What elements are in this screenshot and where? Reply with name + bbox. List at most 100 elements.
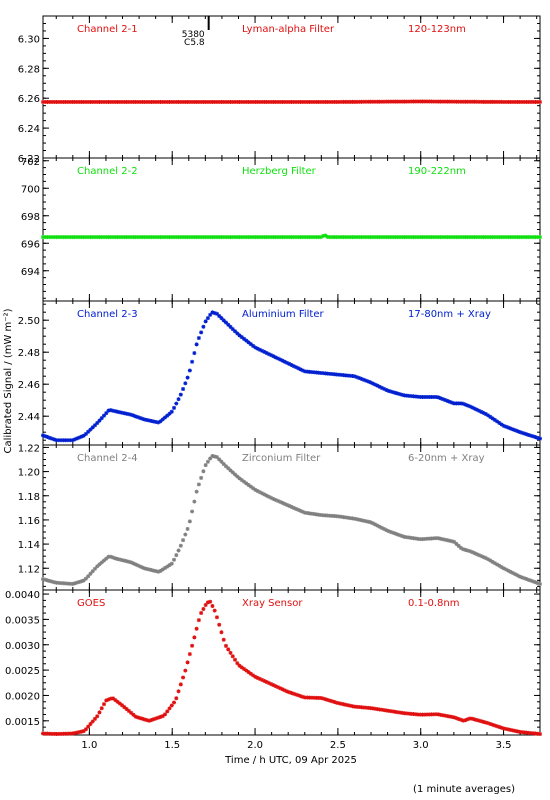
data-point: [463, 99, 468, 104]
data-point: [271, 354, 276, 359]
data-point: [397, 235, 402, 240]
data-point: [318, 235, 323, 240]
data-point: [228, 324, 233, 329]
data-point: [282, 359, 287, 364]
data-point: [443, 99, 448, 104]
data-point: [230, 654, 235, 659]
data-point: [479, 554, 484, 559]
data-point: [108, 696, 113, 701]
data-point: [248, 99, 253, 104]
filter-label: Lyman-alpha Filter: [242, 24, 335, 35]
x-tick-label: 1.5: [164, 740, 180, 751]
data-point: [255, 346, 260, 351]
y-tick-label: 702: [21, 157, 40, 168]
data-point: [402, 711, 407, 716]
data-point: [264, 493, 269, 498]
data-point: [113, 99, 118, 104]
data-point: [336, 514, 341, 519]
data-point: [517, 99, 522, 104]
data-point: [183, 235, 188, 240]
data-point: [336, 372, 341, 377]
data-point: [68, 731, 73, 736]
data-point: [472, 235, 477, 240]
data-point: [101, 99, 106, 104]
data-point: [411, 235, 416, 240]
data-point: [526, 99, 531, 104]
data-point: [72, 99, 77, 104]
data-point: [379, 525, 384, 530]
data-point: [122, 558, 127, 563]
data-point: [510, 427, 515, 432]
data-point: [172, 700, 177, 705]
data-point: [470, 405, 475, 410]
data-point: [474, 99, 479, 104]
data-point: [284, 502, 289, 507]
series: [41, 453, 542, 586]
data-point: [334, 235, 339, 240]
data-point: [395, 532, 400, 537]
data-point: [366, 235, 371, 240]
data-point: [70, 731, 75, 736]
data-point: [472, 551, 477, 556]
data-point: [59, 581, 64, 586]
data-point: [413, 536, 418, 541]
data-point: [443, 537, 448, 542]
data-point: [334, 372, 339, 377]
data-point: [400, 710, 405, 715]
data-point: [129, 99, 134, 104]
data-point: [156, 235, 161, 240]
data-point: [117, 701, 122, 706]
data-point: [174, 401, 179, 406]
data-point: [151, 235, 156, 240]
data-point: [461, 718, 466, 723]
data-point: [413, 235, 418, 240]
data-point: [59, 235, 64, 240]
data-point: [203, 319, 208, 324]
data-point: [185, 235, 190, 240]
data-point: [212, 99, 217, 104]
data-point: [266, 235, 271, 240]
data-point: [334, 700, 339, 705]
y-tick-label: 694: [21, 267, 40, 278]
data-point: [497, 99, 502, 104]
data-point: [47, 578, 52, 583]
data-point: [330, 99, 335, 104]
data-point: [251, 673, 256, 678]
data-point: [235, 661, 240, 666]
data-point: [217, 457, 222, 462]
data-point: [377, 707, 382, 712]
data-point: [422, 395, 427, 399]
data-point: [115, 556, 120, 561]
data-point: [533, 99, 538, 104]
data-point: [162, 415, 167, 420]
data-point: [167, 706, 172, 711]
data-point: [59, 438, 64, 443]
data-point: [449, 539, 454, 544]
data-point: [300, 509, 305, 514]
data-point: [438, 536, 443, 541]
data-point: [445, 235, 450, 240]
data-point: [384, 388, 389, 393]
data-point: [508, 235, 513, 240]
data-point: [513, 428, 518, 433]
data-point: [61, 438, 66, 443]
data-point: [422, 712, 427, 717]
data-point: [56, 580, 61, 585]
data-point: [325, 513, 330, 518]
data-point: [262, 235, 267, 240]
data-point: [111, 235, 116, 240]
data-point: [153, 99, 158, 104]
data-point: [196, 99, 201, 104]
flare-annotation: 5380: [182, 30, 205, 40]
data-point: [271, 683, 276, 688]
data-point: [138, 716, 143, 721]
data-point: [122, 411, 127, 416]
data-point: [330, 513, 335, 518]
data-point: [165, 235, 170, 240]
data-point: [434, 99, 439, 104]
data-point: [495, 562, 500, 567]
data-point: [92, 99, 97, 104]
data-point: [323, 697, 328, 702]
data-point: [400, 534, 405, 539]
data-point: [90, 99, 95, 104]
